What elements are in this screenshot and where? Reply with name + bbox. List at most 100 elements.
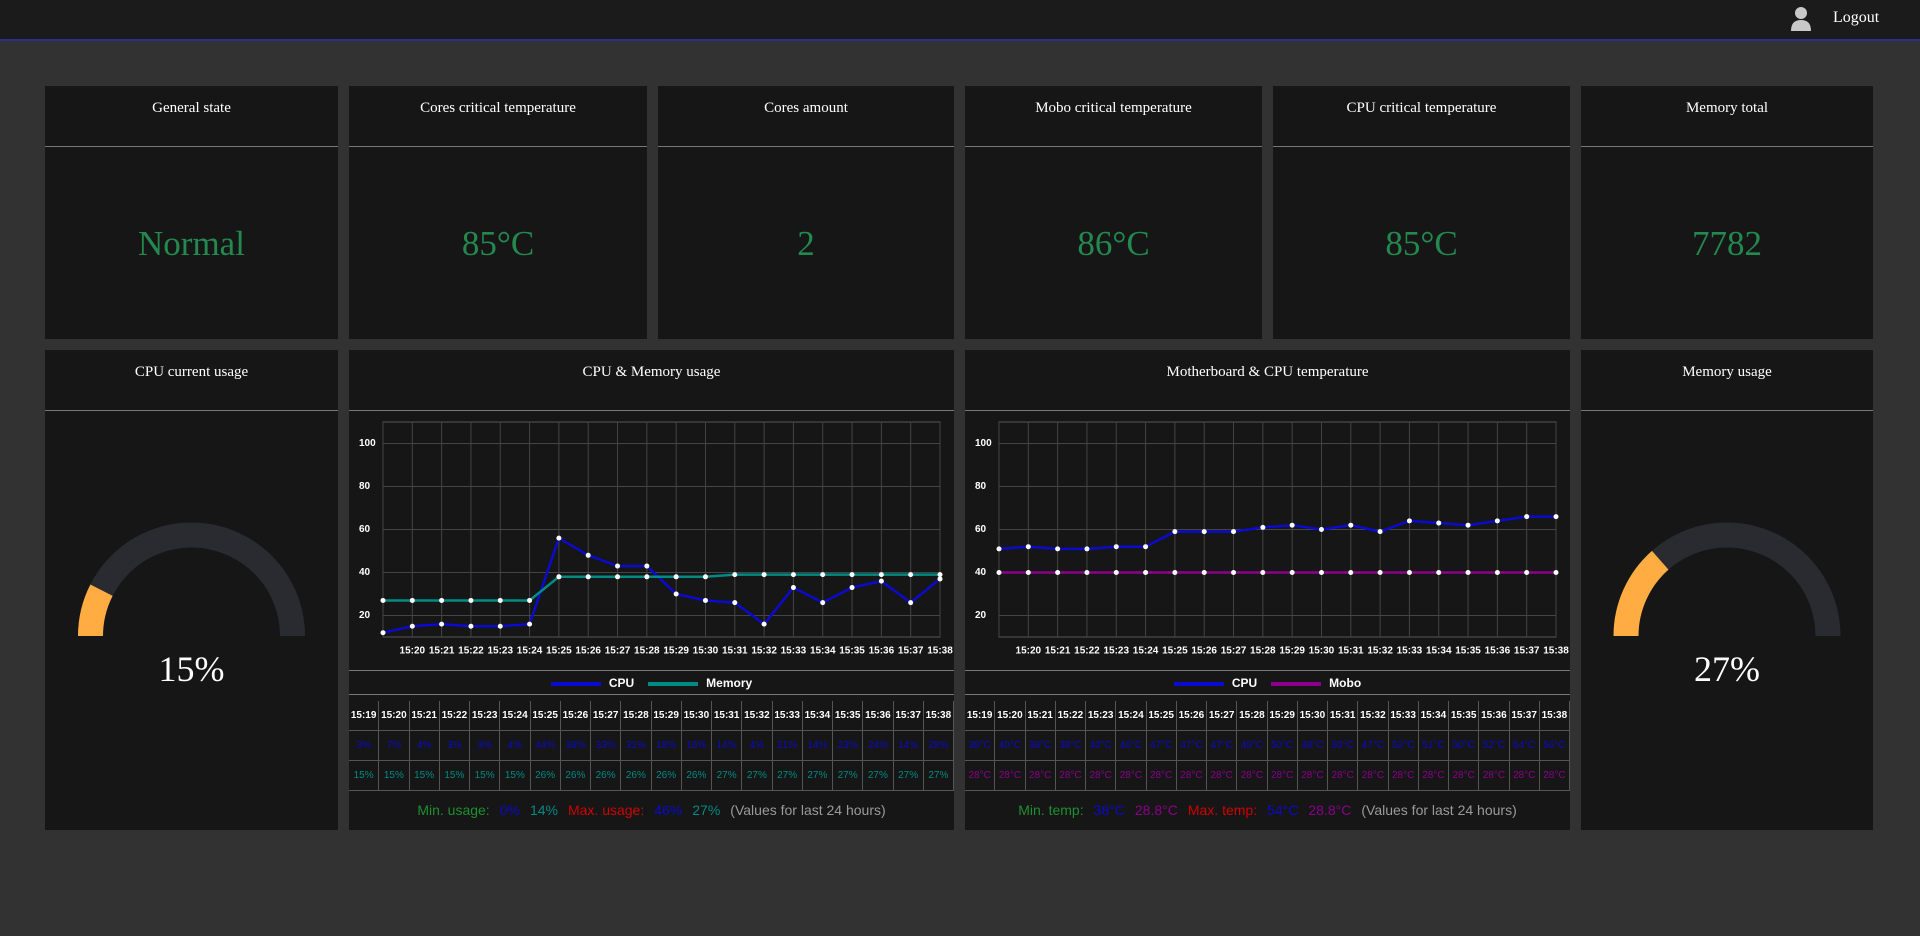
legend-swatch bbox=[1173, 681, 1224, 686]
max-label: Max. usage: bbox=[567, 802, 645, 818]
x-tick-label: 15:29 bbox=[1279, 646, 1305, 657]
x-tick-label: 15:27 bbox=[1221, 646, 1247, 657]
gauge-value: 27% bbox=[1694, 649, 1760, 689]
y-tick-label: 20 bbox=[359, 610, 371, 621]
gauge-panel: CPU current usage 15% bbox=[45, 350, 338, 830]
data-point bbox=[790, 572, 796, 578]
x-tick-label: 15:34 bbox=[810, 646, 836, 657]
data-point bbox=[1494, 518, 1500, 524]
table-cell: 28°C bbox=[1237, 761, 1268, 791]
logout-link[interactable]: Logout bbox=[1833, 9, 1880, 26]
table-header-cell: 15:28 bbox=[621, 701, 652, 731]
data-point bbox=[849, 585, 855, 591]
data-point bbox=[497, 623, 503, 629]
x-tick-label: 15:35 bbox=[1455, 646, 1481, 657]
data-point bbox=[556, 535, 562, 541]
table-cell: 28°C bbox=[965, 761, 996, 791]
panel-title: Mobo critical temperature bbox=[965, 86, 1262, 147]
data-point bbox=[1201, 529, 1207, 535]
data-point bbox=[908, 600, 914, 606]
data-point bbox=[673, 574, 679, 580]
table-cell: 23% bbox=[833, 731, 864, 761]
data-point bbox=[644, 563, 650, 569]
table-cell: 4% bbox=[742, 731, 773, 761]
table-header-cell: 15:19 bbox=[965, 701, 996, 731]
x-tick-label: 15:30 bbox=[1309, 646, 1335, 657]
y-tick-label: 80 bbox=[359, 481, 371, 492]
data-point bbox=[644, 574, 650, 580]
data-point bbox=[409, 597, 415, 603]
data-point bbox=[527, 597, 533, 603]
legend-swatch bbox=[648, 681, 699, 686]
x-tick-label: 15:28 bbox=[634, 646, 660, 657]
chart-panel: Motherboard & CPU temperature 20 40 60 80 100… bbox=[965, 350, 1570, 830]
table-cell: 27% bbox=[833, 761, 864, 791]
table-header-cell: 15:24 bbox=[500, 701, 531, 731]
table-header-cell: 15:35 bbox=[1449, 701, 1480, 731]
data-point bbox=[1318, 527, 1324, 532]
table-cell: 50°C bbox=[1267, 731, 1298, 761]
data-point bbox=[1406, 518, 1412, 524]
note: (Values for last 24 hours) bbox=[730, 802, 886, 818]
series-line bbox=[998, 515, 1556, 551]
table-header-cell: 15:25 bbox=[1146, 701, 1177, 731]
data-point bbox=[468, 623, 474, 629]
table-header-cell: 15:19 bbox=[349, 701, 380, 731]
x-tick-label: 15:21 bbox=[429, 646, 455, 657]
table-cell: 27% bbox=[893, 761, 924, 791]
table-header-cell: 15:36 bbox=[863, 701, 894, 731]
gauge-value-arc bbox=[78, 584, 113, 637]
table-cell: 47°C bbox=[1207, 731, 1238, 761]
data-point bbox=[820, 600, 826, 606]
table-cell: 18% bbox=[651, 731, 682, 761]
table-header-cell: 15:22 bbox=[439, 701, 470, 731]
table-cell: 4% bbox=[409, 731, 440, 761]
table-cell: 56°C bbox=[1539, 731, 1570, 761]
legend-label: Memory bbox=[706, 676, 753, 690]
panel-title: Cores critical temperature bbox=[349, 86, 647, 147]
legend: CPU Mobo bbox=[965, 670, 1570, 695]
table-header-cell: 15:27 bbox=[591, 701, 622, 731]
data-point bbox=[1025, 544, 1031, 550]
table-cell: 48°C bbox=[1297, 731, 1328, 761]
data-point bbox=[1260, 570, 1266, 575]
data-point bbox=[673, 591, 679, 597]
table-cell: 47°C bbox=[1146, 731, 1177, 761]
table-header-cell: 15:35 bbox=[833, 701, 864, 731]
legend-swatch bbox=[1271, 681, 1322, 686]
data-point bbox=[1553, 514, 1559, 520]
legend-label: Mobo bbox=[1329, 676, 1362, 690]
table-cell: 28°C bbox=[1086, 761, 1117, 791]
x-tick-label: 15:20 bbox=[1016, 646, 1042, 657]
data-point bbox=[1231, 529, 1237, 535]
x-tick-label: 15:33 bbox=[781, 646, 807, 657]
table-cell: 14% bbox=[802, 731, 833, 761]
table-cell: 27% bbox=[802, 761, 833, 791]
table-cell: 51°C bbox=[1418, 731, 1449, 761]
data-point bbox=[1172, 529, 1178, 535]
top-bar: Logout bbox=[0, 0, 1920, 41]
table-cell: 28°C bbox=[995, 761, 1026, 791]
table-header-cell: 15:23 bbox=[470, 701, 501, 731]
data-point bbox=[1348, 522, 1354, 528]
stat-card: Cores amount 2 bbox=[658, 86, 954, 339]
card-value: 7782 bbox=[1692, 224, 1762, 263]
data-point bbox=[1524, 514, 1530, 520]
stat-card: CPU critical temperature 85°C bbox=[1273, 86, 1570, 339]
x-tick-label: 15:38 bbox=[1543, 646, 1569, 657]
table-cell: 28°C bbox=[1146, 761, 1177, 791]
table-header-cell: 15:33 bbox=[772, 701, 803, 731]
x-tick-label: 15:31 bbox=[1338, 646, 1364, 657]
table-cell: 40°C bbox=[1086, 731, 1117, 761]
gauge-value: 15% bbox=[158, 649, 225, 689]
table-cell: 15% bbox=[439, 761, 470, 791]
table-header-cell: 15:34 bbox=[1418, 701, 1449, 731]
data-point bbox=[1494, 570, 1500, 575]
table-header-cell: 15:38 bbox=[1539, 701, 1570, 731]
table-cell: 33% bbox=[591, 731, 622, 761]
x-tick-label: 15:29 bbox=[663, 646, 689, 657]
panel-title: General state bbox=[45, 86, 338, 147]
table-header-cell: 15:36 bbox=[1479, 701, 1510, 731]
data-point bbox=[1084, 570, 1090, 575]
data-point bbox=[996, 546, 1002, 552]
